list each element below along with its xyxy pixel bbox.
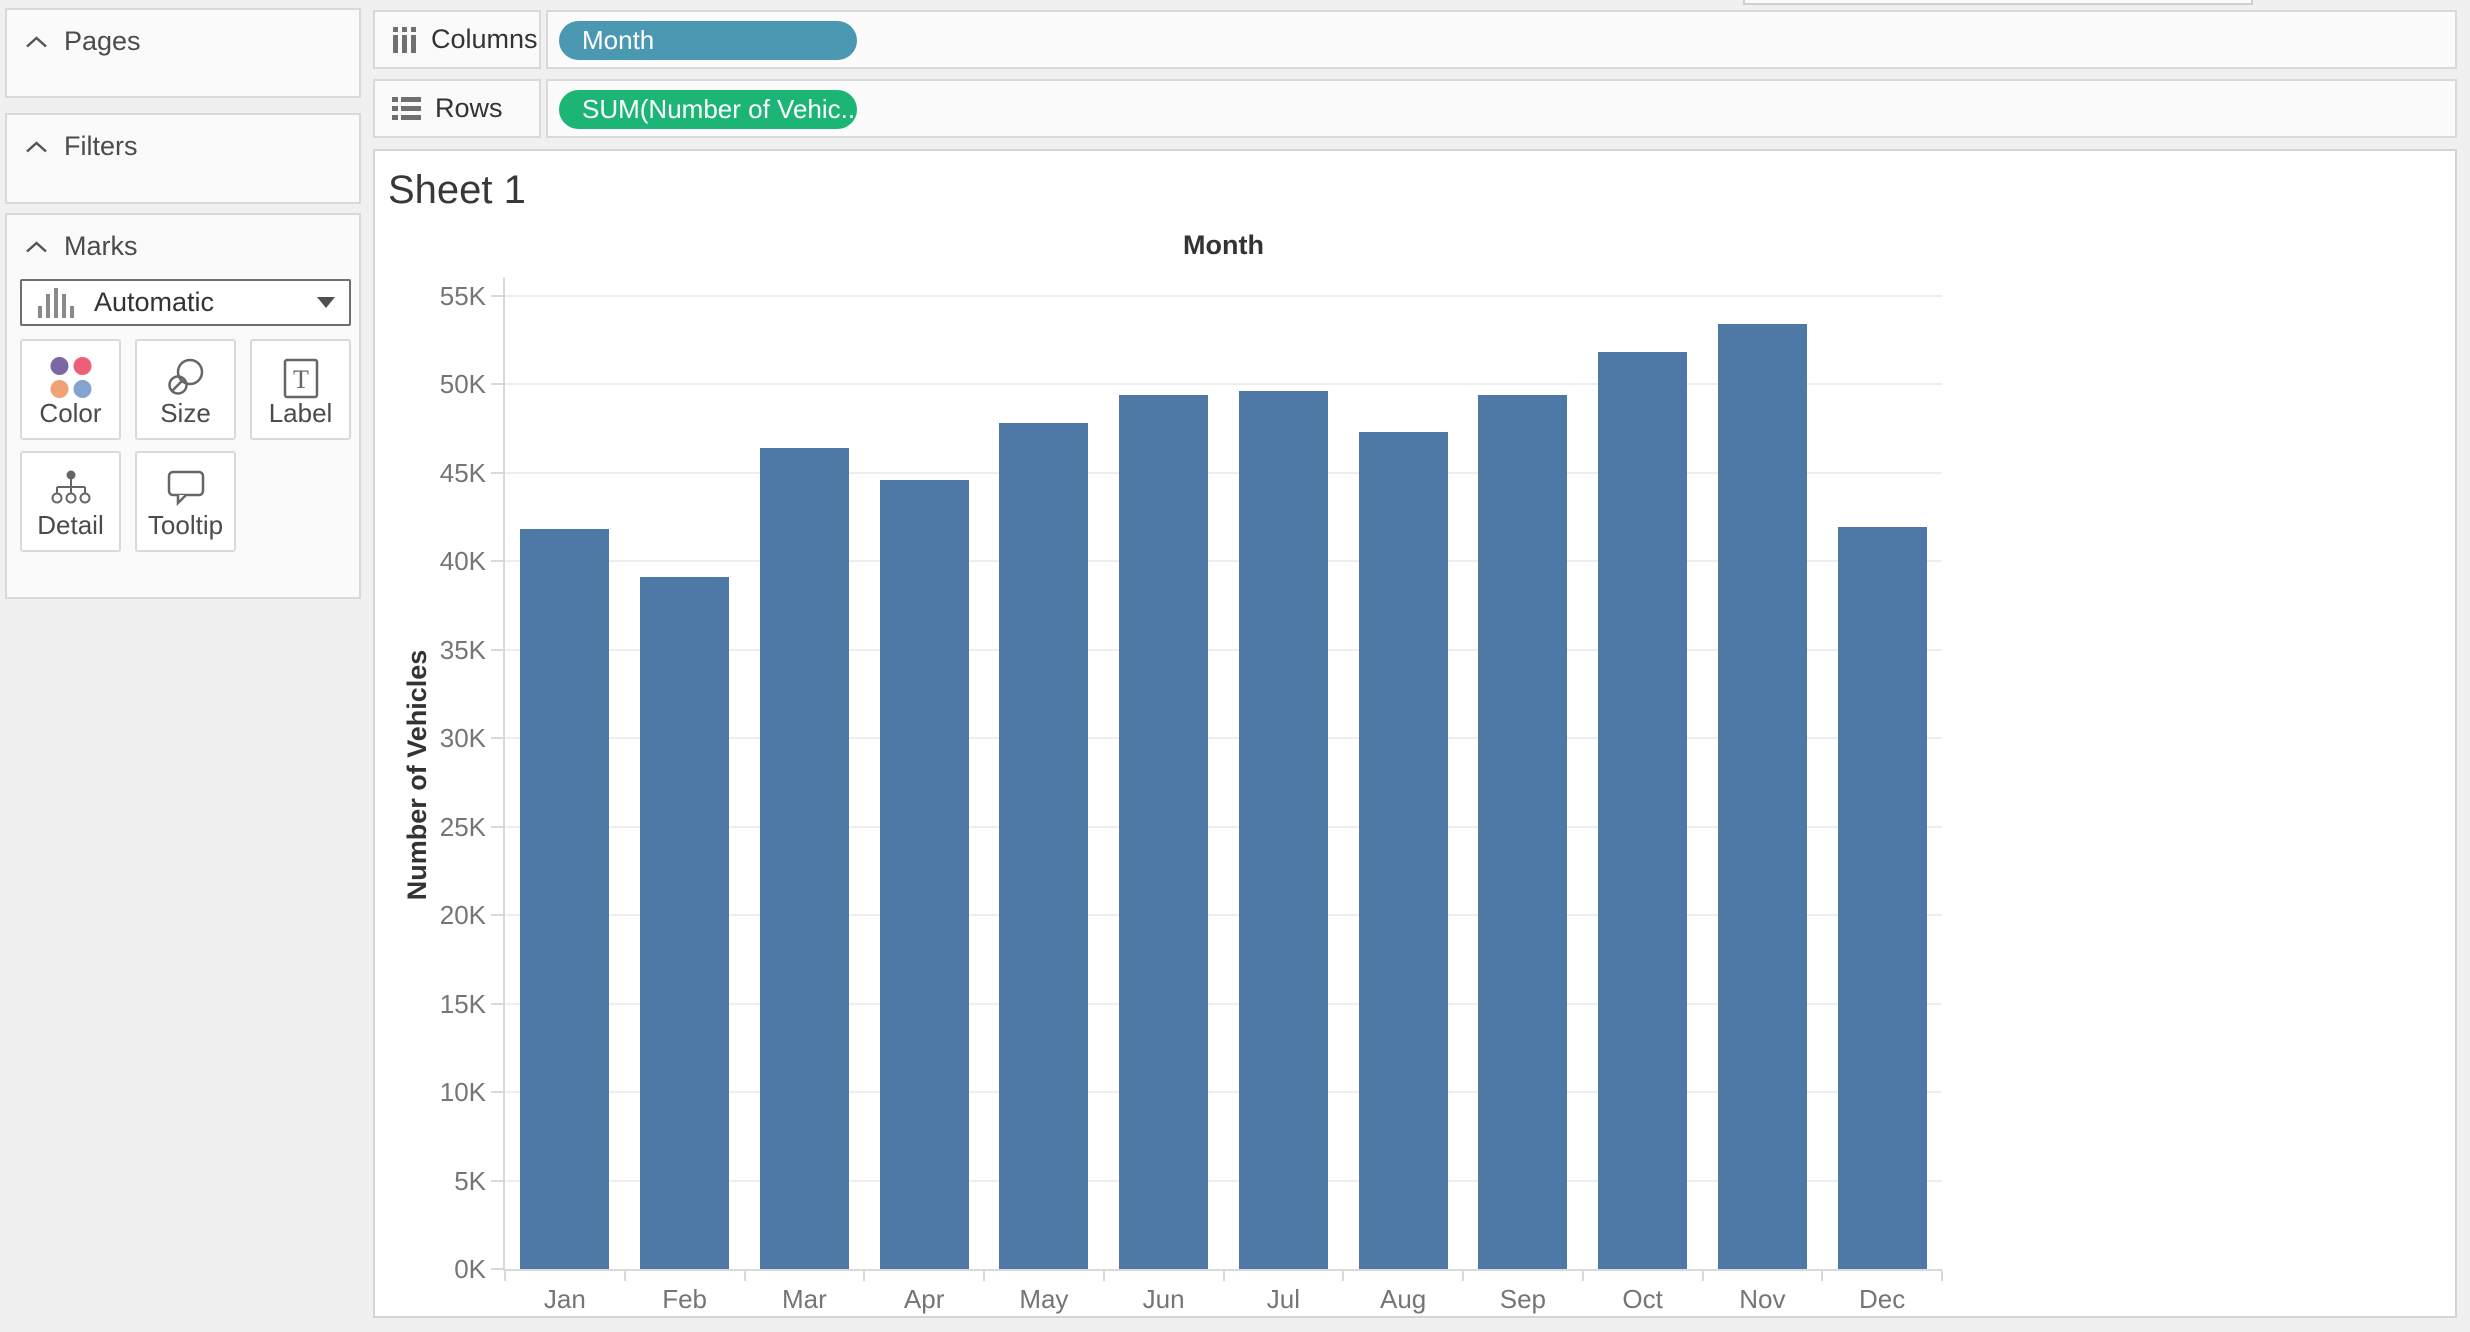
bar-sep[interactable] bbox=[1478, 394, 1568, 1269]
pill-month-label: Month bbox=[582, 25, 655, 55]
svg-text:T: T bbox=[293, 365, 309, 394]
tooltip-button-label: Tooltip bbox=[147, 510, 224, 540]
columns-shelf-label: Columns bbox=[431, 24, 538, 54]
mark-type-value: Automatic bbox=[94, 287, 215, 317]
marks-title: Marks bbox=[64, 231, 138, 261]
pill-sum-number-of-vehicles[interactable]: SUM(Number of Vehic... bbox=[559, 90, 857, 129]
chevron-down-icon bbox=[317, 297, 335, 308]
size-button-label: Size bbox=[160, 398, 211, 428]
pill-sum-label: SUM(Number of Vehic... bbox=[582, 94, 857, 124]
rows-icon bbox=[392, 96, 421, 120]
columns-shelf[interactable]: Month bbox=[546, 10, 2457, 69]
rows-shelf[interactable]: SUM(Number of Vehic... bbox=[546, 79, 2457, 138]
tooltip-icon bbox=[163, 469, 209, 512]
rows-shelf-label: Rows bbox=[435, 93, 503, 123]
bar-apr[interactable] bbox=[879, 479, 969, 1269]
text-label-icon: T bbox=[281, 357, 321, 406]
filters-header: Filters bbox=[7, 115, 359, 162]
rows-shelf-header: Rows bbox=[373, 79, 541, 138]
pages-header: Pages bbox=[7, 10, 359, 57]
y-axis-title: Number of Vehicles bbox=[402, 649, 432, 901]
bar-nov[interactable] bbox=[1717, 323, 1807, 1269]
label-button[interactable]: T Label bbox=[250, 339, 351, 440]
detail-button[interactable]: Detail bbox=[20, 451, 121, 552]
color-button-label: Color bbox=[39, 398, 102, 428]
mark-type-dropdown[interactable]: Automatic bbox=[20, 279, 351, 326]
color-button[interactable]: Color bbox=[20, 339, 121, 440]
bar-feb[interactable] bbox=[640, 576, 730, 1269]
bar-chart-icon bbox=[38, 287, 74, 318]
size-icon bbox=[164, 357, 208, 404]
detail-icon bbox=[48, 469, 94, 514]
bar-may[interactable] bbox=[999, 422, 1089, 1269]
size-button[interactable]: Size bbox=[135, 339, 236, 440]
bar-jul[interactable] bbox=[1238, 391, 1328, 1269]
bar-dec[interactable] bbox=[1837, 527, 1927, 1269]
chevron-up-icon[interactable] bbox=[24, 240, 49, 254]
marks-header: Marks bbox=[7, 215, 359, 262]
chart-column-header: Month bbox=[1183, 230, 1264, 260]
pill-month[interactable]: Month bbox=[559, 21, 857, 60]
sheet-title: Sheet 1 bbox=[388, 168, 526, 212]
filters-shelf[interactable]: Filters bbox=[5, 113, 361, 204]
color-icon bbox=[50, 357, 91, 398]
toolbar-fragment bbox=[1743, 0, 2253, 5]
label-button-label: Label bbox=[268, 398, 333, 428]
columns-shelf-header: Columns bbox=[373, 10, 541, 69]
filters-title: Filters bbox=[64, 131, 138, 161]
bar-aug[interactable] bbox=[1358, 431, 1448, 1269]
bar-oct[interactable] bbox=[1598, 352, 1688, 1269]
pages-title: Pages bbox=[64, 26, 141, 56]
chevron-up-icon[interactable] bbox=[24, 140, 49, 154]
bar-mar[interactable] bbox=[759, 447, 849, 1269]
marks-panel: Marks Automatic Color bbox=[5, 213, 361, 599]
columns-icon bbox=[393, 26, 416, 53]
detail-button-label: Detail bbox=[37, 510, 104, 540]
chevron-up-icon[interactable] bbox=[24, 35, 49, 49]
bar-jun[interactable] bbox=[1119, 394, 1209, 1269]
pages-shelf[interactable]: Pages bbox=[5, 8, 361, 98]
bar-jan[interactable] bbox=[520, 529, 610, 1269]
tooltip-button[interactable]: Tooltip bbox=[135, 451, 236, 552]
